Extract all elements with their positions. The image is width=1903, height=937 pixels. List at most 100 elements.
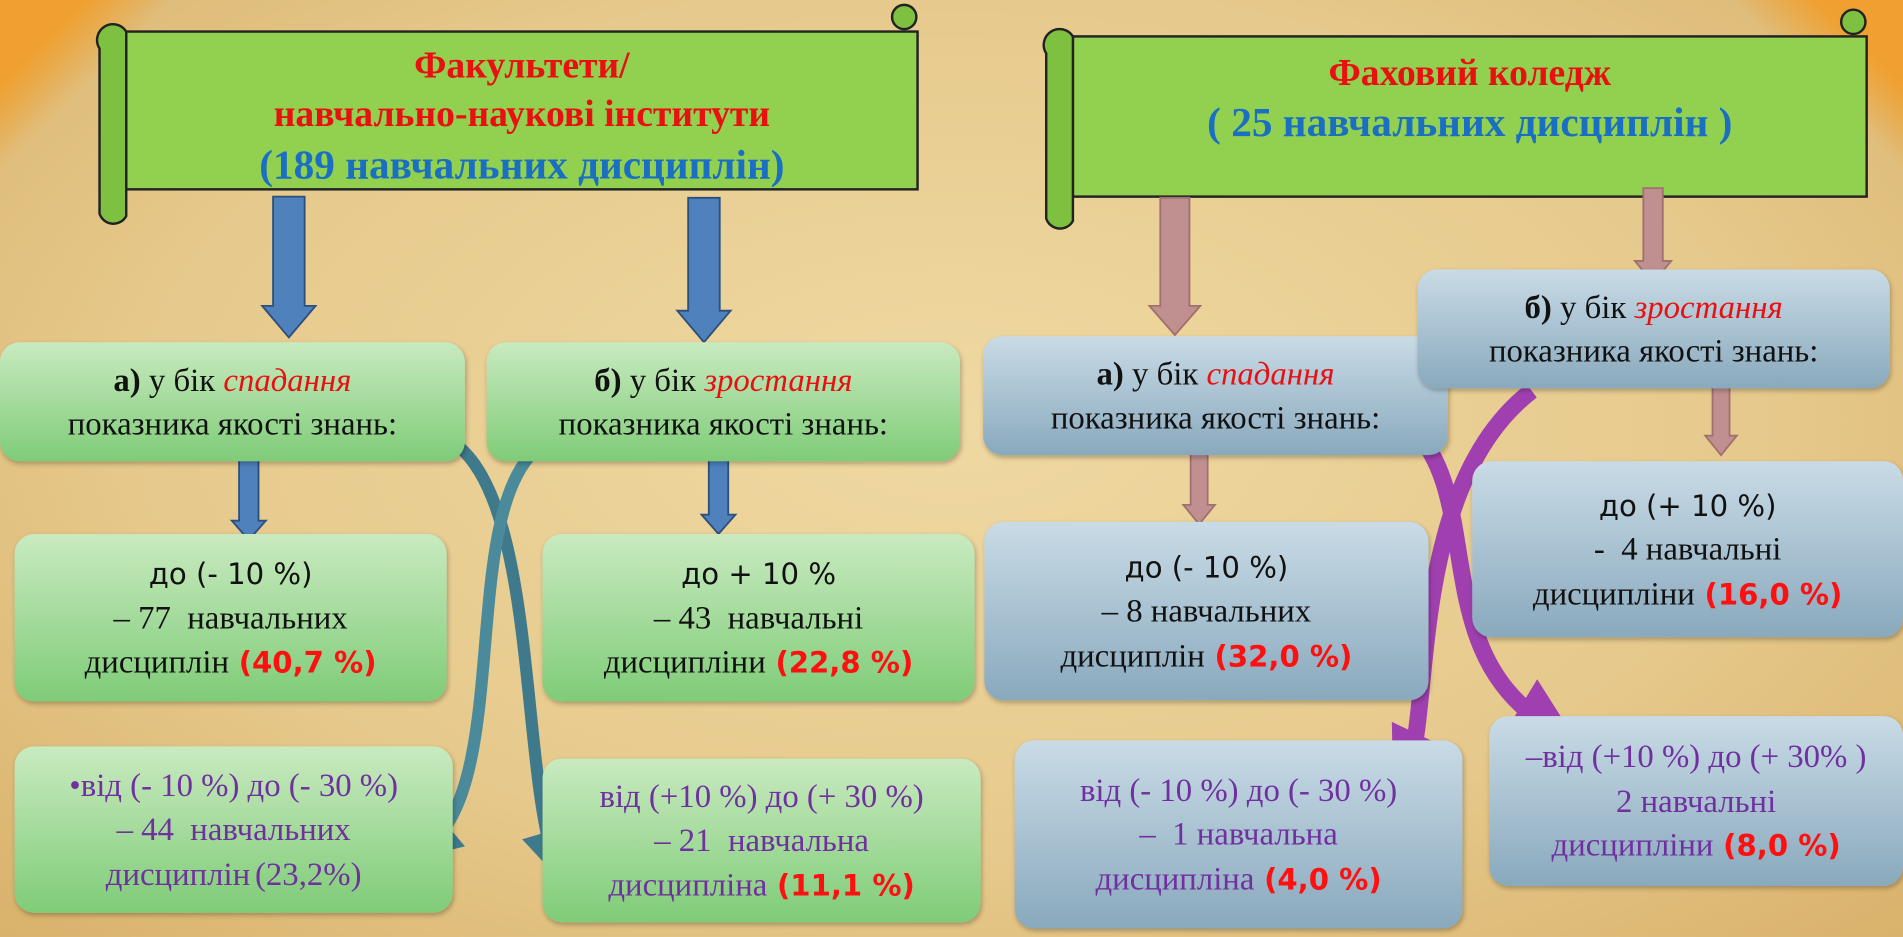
title-line: ( 25 навчальних дисциплін ) <box>1073 97 1867 151</box>
text: –від (+10 %) до (+ 30% ) <box>1526 738 1867 774</box>
text: до (- 10 %) <box>1125 551 1289 585</box>
text-line: дисциплін (32,0 %) <box>1060 633 1352 677</box>
arrow <box>702 455 736 534</box>
text: б) <box>594 361 621 397</box>
text: а) <box>1097 355 1124 391</box>
text-line: – 43 навчальні <box>654 596 863 640</box>
text-box: б) у бік зростання показника якості знань… <box>1418 269 1890 388</box>
text-line: - 4 навчальні <box>1594 527 1781 571</box>
text: (4,0 %) <box>1264 863 1382 897</box>
text-line: а) у бік спадання <box>1097 351 1335 395</box>
text-box: від (+10 %) до (+ 30 %) – 21 навчальна дис… <box>543 759 981 923</box>
text-line: дисциплін(23,2%) <box>106 852 362 896</box>
text-box: •від (- 10 %) до (- 30 %) – 44 навчальних… <box>15 746 453 912</box>
text: - 4 навчальні <box>1594 531 1781 567</box>
text: показника якості знань: <box>68 405 397 441</box>
text-line: б) у бік зростання <box>594 358 852 402</box>
text: дисципліна <box>1095 860 1254 896</box>
slide: Факультети/ навчально-наукові інститути … <box>0 0 1903 937</box>
text: 2 навчальні <box>1616 783 1776 819</box>
text: – 8 навчальних <box>1102 593 1312 629</box>
arrow <box>232 459 266 540</box>
text-line: дисципліни (8,0 %) <box>1552 823 1841 867</box>
text: (32,0 %) <box>1215 639 1353 673</box>
title-line: навчально-наукові інститути <box>126 90 917 139</box>
text: (16,0 %) <box>1705 577 1843 611</box>
arrow <box>1183 447 1215 525</box>
text: (8,0 %) <box>1723 829 1841 863</box>
text: (11,1 %) <box>777 869 915 903</box>
text-box: до (+ 10 %) - 4 навчальні дисципліни (16,0 … <box>1472 461 1903 637</box>
text-line: 2 навчальні <box>1616 779 1776 823</box>
text: •від (- 10 %) до (- 30 %) <box>69 767 398 803</box>
text: – 1 навчальна <box>1139 816 1337 852</box>
text: – 44 навчальних <box>117 811 351 847</box>
title-line: Фаховий коледж <box>1073 49 1867 98</box>
text: від (- 10 %) до (- 30 %) <box>1080 772 1397 808</box>
text-line: показника якості знань: <box>68 402 397 446</box>
text-line: до + 10 % <box>681 551 836 595</box>
arrow <box>262 197 315 338</box>
text-line: від (+10 %) до (+ 30 %) <box>599 774 923 818</box>
text: зростання <box>1634 288 1782 324</box>
text: (22,8 %) <box>775 646 913 680</box>
text: показника якості знань: <box>1051 399 1380 435</box>
text-line: дисципліна (11,1 %) <box>608 863 914 907</box>
text-line: – 1 навчальна <box>1139 812 1337 856</box>
text-line: –від (+10 %) до (+ 30% ) <box>1526 735 1867 779</box>
text-line: •від (- 10 %) до (- 30 %) <box>69 763 398 807</box>
text: дисципліни <box>1533 575 1695 611</box>
arrow <box>677 198 730 342</box>
text: до (+ 10 %) <box>1599 489 1777 523</box>
text: дисципліни <box>1552 827 1714 863</box>
title-line: (189 навчальних дисциплін) <box>126 139 917 193</box>
text: дисциплін <box>106 855 250 891</box>
text-box: а) у бік спадання показника якості знань: <box>983 336 1448 455</box>
text-box: до (- 10 %) – 8 навчальних дисциплін (32,0 … <box>984 522 1428 700</box>
text: дисципліни <box>604 644 766 680</box>
text: до + 10 % <box>681 558 836 592</box>
text-line: а) у бік спадання <box>113 358 351 402</box>
text-box: до + 10 % – 43 навчальні дисципліни (22,8 %… <box>543 534 975 701</box>
text-line: – 77 навчальних <box>114 596 348 640</box>
text-line: від (- 10 %) до (- 30 %) <box>1080 768 1397 812</box>
text-line: – 8 навчальних <box>1102 589 1312 633</box>
text-box: до (- 10 %) – 77 навчальних дисциплін (40,7… <box>15 534 447 701</box>
text-box: від (- 10 %) до (- 30 %) – 1 навчальна дис… <box>1015 740 1463 928</box>
text: показника якості знань: <box>559 405 888 441</box>
text: б) <box>1525 288 1552 324</box>
text: – 21 навчальна <box>654 822 869 858</box>
text: дисциплін <box>85 644 229 680</box>
text-line: до (+ 10 %) <box>1599 483 1777 527</box>
text: у бік <box>1552 288 1635 324</box>
text: дисциплін <box>1060 637 1204 673</box>
text-line: показника якості знань: <box>1489 329 1818 373</box>
text: а) <box>113 361 140 397</box>
text: (23,2%) <box>255 855 361 891</box>
text: – 77 навчальних <box>114 599 348 635</box>
text: показника якості знань: <box>1489 333 1818 369</box>
text-line: до (- 10 %) <box>1125 545 1289 589</box>
text: – 43 навчальні <box>654 599 863 635</box>
text: у бік <box>622 361 705 397</box>
text: дисципліна <box>608 866 767 902</box>
text-line: дисципліни (22,8 %) <box>604 640 913 684</box>
text: спадання <box>223 361 351 397</box>
title-line: Факультети/ <box>126 41 917 90</box>
text-line: б) у бік зростання <box>1525 285 1783 329</box>
text: до (- 10 %) <box>149 558 313 592</box>
text: від (+10 %) до (+ 30 %) <box>599 778 923 814</box>
text-line: до (- 10 %) <box>149 551 313 595</box>
text: спадання <box>1206 355 1334 391</box>
arrow <box>1705 379 1737 455</box>
text-line: – 21 навчальна <box>654 818 869 862</box>
text-line: дисципліни (16,0 %) <box>1533 571 1842 615</box>
text-line: дисципліна (4,0 %) <box>1095 857 1381 901</box>
text-line: показника якості знань: <box>559 402 888 446</box>
text: (40,7 %) <box>239 646 377 680</box>
text: у бік <box>141 361 224 397</box>
text-box: –від (+10 %) до (+ 30% ) 2 навчальні дисци… <box>1489 716 1903 886</box>
text: у бік <box>1124 355 1207 391</box>
